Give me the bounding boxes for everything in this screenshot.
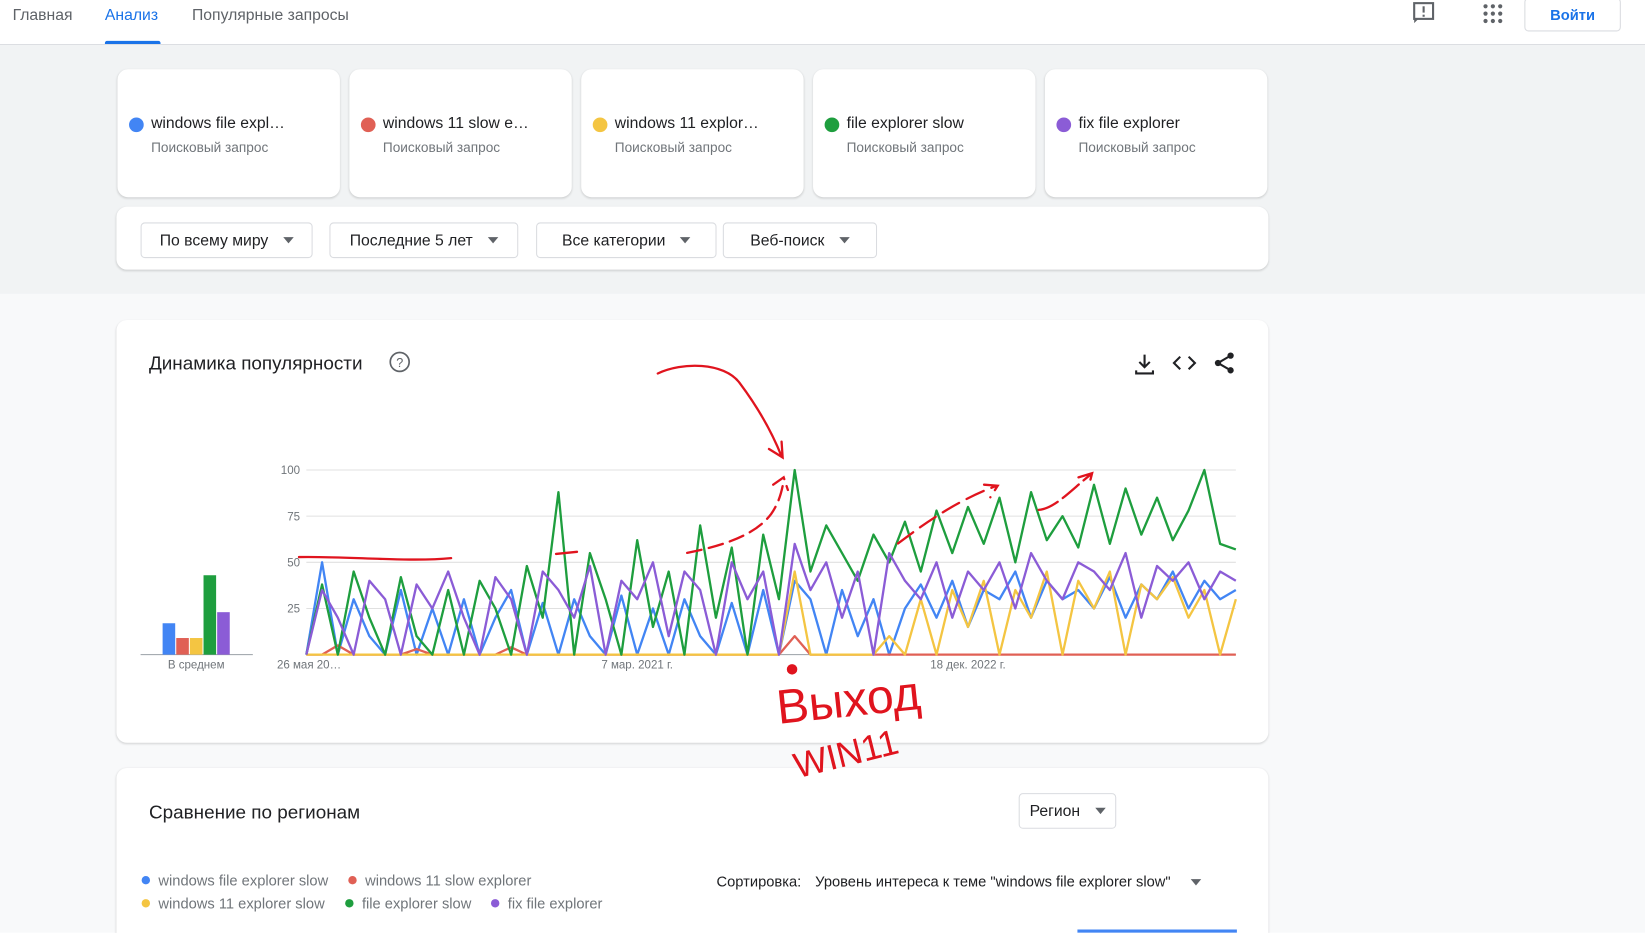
- filter-dropdown[interactable]: Все категории: [536, 222, 717, 259]
- share-dots: [1214, 352, 1234, 822]
- region-card: Сравнение по регионам Регион Сортировка:…: [116, 767, 1269, 933]
- filter-label: По всему миру: [159, 231, 269, 250]
- region-title: Сравнение по регионам: [148, 801, 361, 823]
- term-title: windows file expl…: [151, 114, 285, 133]
- legend-label: windows 11 slow explorer: [365, 871, 532, 889]
- legend-item: file explorer slow: [345, 895, 471, 912]
- term-title: windows 11 explor…: [614, 114, 759, 133]
- term-subtitle: Поисковый запрос: [614, 139, 732, 156]
- x-tick-label: 7 мар. 2021 г.: [601, 659, 673, 671]
- filter-label: Последние 5 лет: [349, 231, 473, 250]
- dropdown-arrow: [1094, 807, 1106, 815]
- chart-title: Динамика популярности: [148, 352, 363, 374]
- filter-dropdown[interactable]: Веб-поиск: [722, 222, 878, 259]
- legend-dot: [345, 899, 354, 908]
- dropdown-arrow: [680, 237, 691, 244]
- nav-tab[interactable]: Анализ: [104, 6, 159, 25]
- dropdown-arrow: [487, 237, 498, 244]
- y-tick-label: 75: [287, 511, 300, 523]
- term-subtitle: Поисковый запрос: [1078, 139, 1196, 156]
- legend-label: file explorer slow: [361, 894, 472, 912]
- series-line: [306, 570, 1237, 656]
- dropdown-arrow: [282, 237, 294, 244]
- legend-label: windows 11 explorer slow: [158, 894, 325, 912]
- search-term-card[interactable]: windows 11 explor… Поисковый запрос: [581, 69, 804, 198]
- legend-label: fix file explorer: [507, 894, 603, 912]
- top-nav: Главная Анализ Популярные запросы Войти: [0, 0, 1645, 46]
- series-line: [305, 542, 1237, 656]
- average-bar: [203, 575, 217, 655]
- legend-item: windows 11 slow explorer: [348, 872, 531, 889]
- term-subtitle: Поисковый запрос: [151, 139, 269, 156]
- legend-label: windows file explorer slow: [158, 871, 329, 889]
- avg-label: В среднем: [168, 659, 225, 671]
- nav-tab[interactable]: Главная: [12, 6, 73, 25]
- legend-dot: [141, 875, 151, 885]
- search-term-card[interactable]: fix file explorer Поисковый запрос: [1044, 69, 1268, 198]
- average-bar: [176, 638, 189, 655]
- embed-icon[interactable]: [1172, 355, 1197, 371]
- region-dropdown[interactable]: Регион: [1018, 793, 1117, 829]
- nav-tab[interactable]: Популярные запросы: [191, 6, 349, 25]
- term-subtitle: Поисковый запрос: [382, 139, 501, 156]
- feedback-icon[interactable]: [1412, 1, 1435, 24]
- legend-item: windows file explorer slow: [141, 871, 329, 889]
- filter-dropdown[interactable]: Последние 5 лет: [329, 222, 519, 259]
- search-term-card[interactable]: windows file expl… Поисковый запрос: [117, 69, 340, 198]
- apps-icon[interactable]: [1482, 3, 1503, 24]
- download-icon[interactable]: [1135, 354, 1155, 375]
- term-title: file explorer slow: [846, 114, 964, 133]
- term-dot: [592, 117, 608, 133]
- search-term-card[interactable]: file explorer slow Поисковый запрос: [813, 69, 1036, 198]
- y-tick-label: 100: [281, 465, 300, 477]
- tab-indicator: [104, 40, 161, 45]
- x-tick-label: 18 дек. 2022 г.: [930, 659, 1005, 671]
- term-dot: [129, 117, 144, 133]
- filter-label: Веб-поиск: [750, 231, 825, 250]
- term-subtitle: Поисковый запрос: [846, 139, 964, 156]
- legend-dot: [490, 899, 500, 908]
- filter-label: Все категории: [562, 231, 666, 250]
- term-dot: [1056, 117, 1072, 133]
- average-bar: [189, 638, 203, 655]
- region-bar: [1077, 929, 1237, 933]
- sort-label: Сортировка:: [716, 872, 802, 890]
- average-bar: [217, 612, 230, 655]
- y-tick-label: 25: [287, 604, 300, 616]
- help-icon[interactable]: [389, 351, 410, 373]
- term-title: fix file explorer: [1078, 114, 1180, 133]
- term-dot: [360, 117, 376, 133]
- term-title: windows 11 slow e…: [382, 114, 529, 133]
- dropdown-arrow: [839, 237, 850, 244]
- x-tick-label: 26 мая 20…: [277, 659, 341, 671]
- search-term-card[interactable]: windows 11 slow e… Поисковый запрос: [349, 69, 572, 198]
- average-bar: [162, 623, 176, 655]
- legend-dot: [141, 899, 151, 908]
- region-dropdown-label: Регион: [1029, 802, 1081, 820]
- legend-dot: [348, 875, 357, 885]
- filter-dropdown[interactable]: По всему миру: [140, 222, 313, 259]
- login-button[interactable]: Войти: [1524, 0, 1621, 32]
- legend-item: windows 11 explorer slow: [141, 894, 325, 912]
- y-tick-label: 50: [287, 558, 300, 570]
- help-icon-glyph: ?: [396, 356, 403, 370]
- term-dot: [824, 117, 840, 133]
- sort-arrow: [1190, 879, 1202, 886]
- series-line: [305, 468, 1237, 656]
- sort-value[interactable]: Уровень интереса к теме "windows file ex…: [815, 872, 1171, 890]
- legend-item: fix file explorer: [490, 894, 603, 912]
